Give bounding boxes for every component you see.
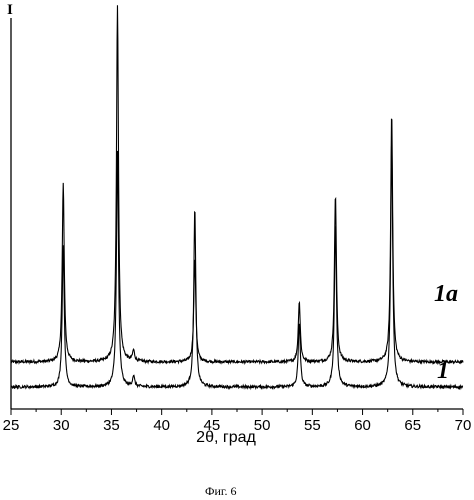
x-tick-label: 70: [455, 417, 472, 434]
x-tick-label: 30: [53, 417, 70, 434]
series-line-1: [11, 146, 463, 388]
x-tick-label: 40: [153, 417, 170, 434]
series-line-1a: [11, 5, 463, 363]
x-tick-label: 50: [254, 417, 271, 434]
x-ticks: [11, 409, 463, 415]
x-tick-label: 25: [3, 417, 20, 434]
x-tick-label: 35: [103, 417, 120, 434]
x-axis-title: 2θ, град: [196, 429, 256, 446]
series-label-1a: 1a: [434, 281, 458, 307]
axes: [11, 18, 463, 409]
series-group: [11, 5, 463, 388]
x-tick-label: 55: [304, 417, 321, 434]
figure-caption: Фиг. 6: [205, 484, 236, 498]
y-axis-label: I: [7, 2, 13, 18]
x-tick-label: 65: [404, 417, 421, 434]
series-label-1: 1: [437, 358, 449, 384]
x-tick-label: 60: [354, 417, 371, 434]
